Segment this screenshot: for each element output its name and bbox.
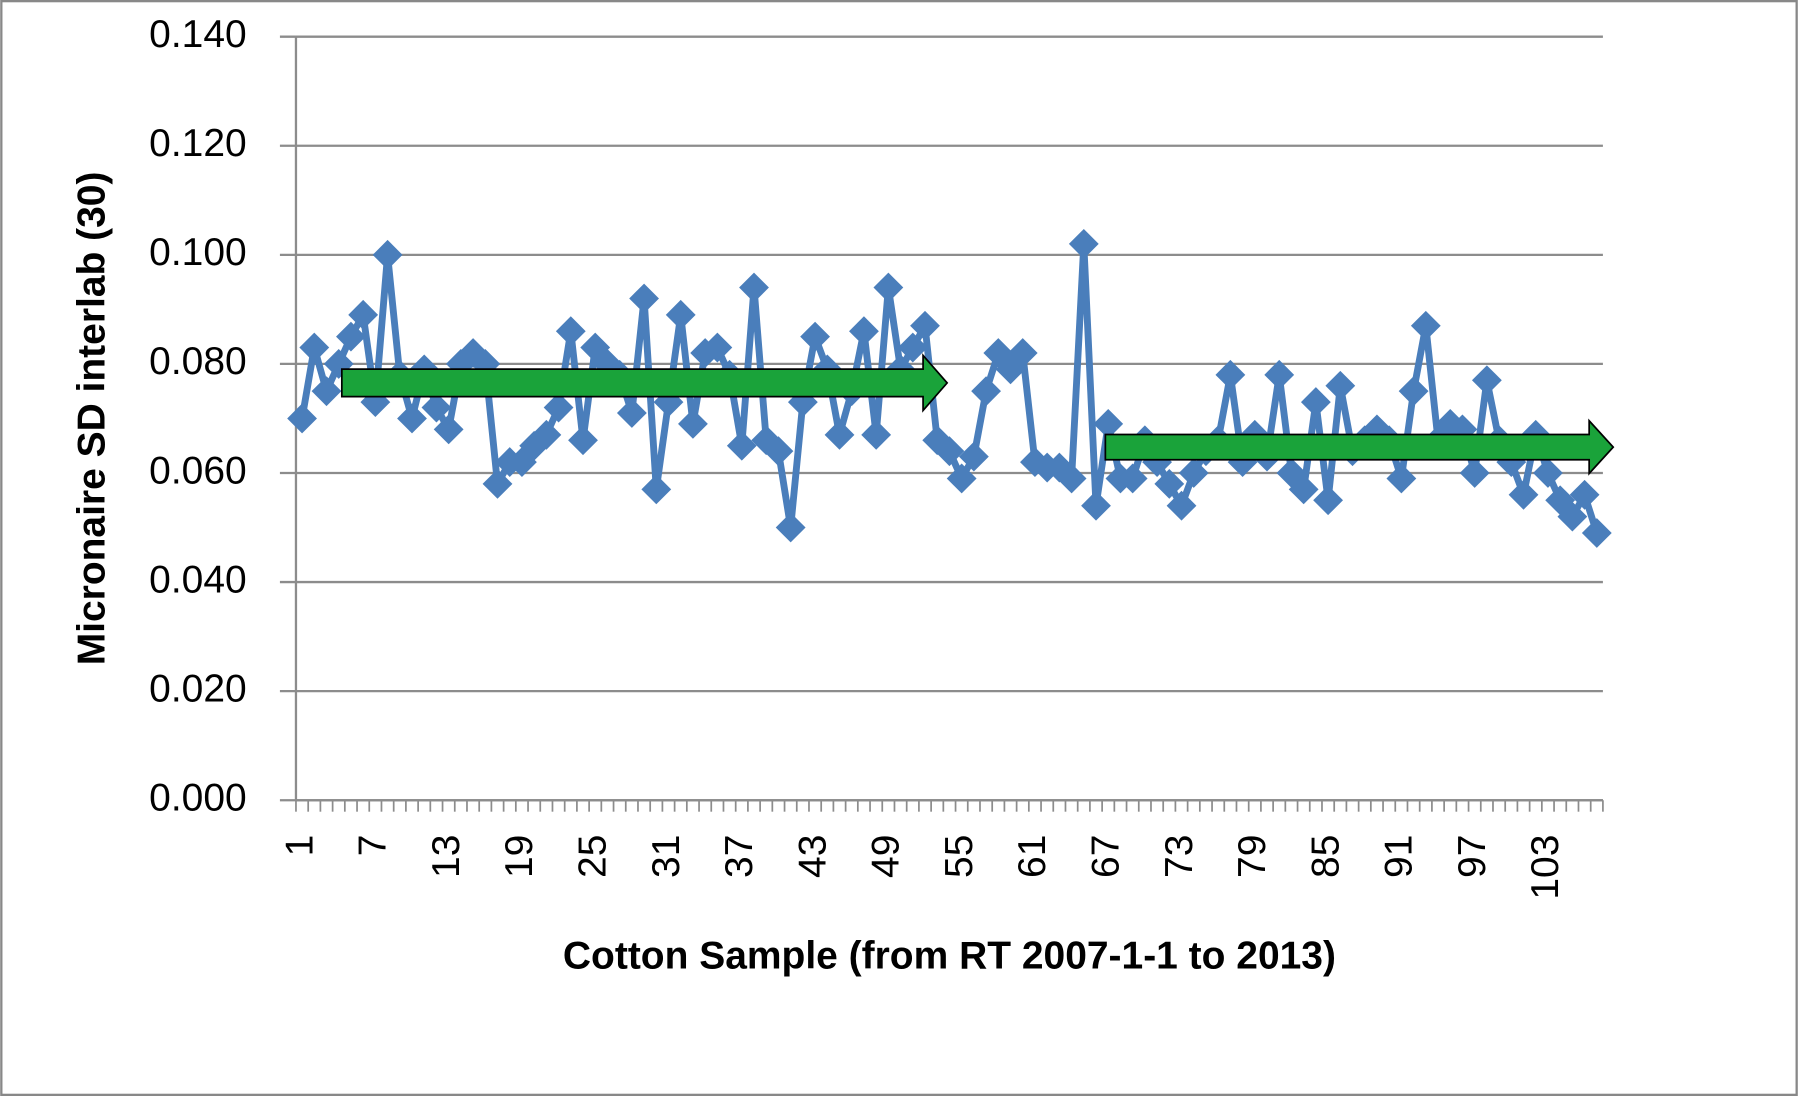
y-tick-label: 0.060 xyxy=(149,449,247,492)
data-marker xyxy=(1569,479,1600,510)
data-marker xyxy=(1056,463,1087,494)
data-marker xyxy=(1459,458,1490,488)
x-tick-label: 19 xyxy=(498,835,541,878)
data-marker xyxy=(1508,479,1539,510)
data-marker xyxy=(1166,490,1197,521)
data-marker xyxy=(1386,463,1417,494)
x-tick-label: 79 xyxy=(1231,835,1274,878)
data-marker xyxy=(800,321,830,352)
data-marker xyxy=(1007,338,1038,368)
data-marker xyxy=(641,474,672,505)
x-tick-label: 103 xyxy=(1524,835,1567,900)
data-marker xyxy=(726,430,757,461)
x-tick-label: 7 xyxy=(352,835,395,857)
data-marker xyxy=(1178,458,1209,488)
x-tick-label: 61 xyxy=(1011,835,1054,878)
data-marker xyxy=(397,403,427,434)
y-tick-label: 0.120 xyxy=(149,122,247,165)
data-marker xyxy=(824,419,855,450)
y-tick-label: 0.100 xyxy=(149,231,247,274)
data-marker xyxy=(897,332,928,363)
y-tick-label: 0.080 xyxy=(149,340,247,383)
data-marker xyxy=(1313,485,1343,516)
data-marker xyxy=(1068,229,1099,259)
x-tick-label: 25 xyxy=(572,835,615,878)
x-tick-label: 31 xyxy=(645,835,688,878)
data-marker xyxy=(1398,376,1429,407)
y-tick-label: 0.020 xyxy=(149,667,247,710)
data-marker xyxy=(946,463,977,494)
data-marker xyxy=(531,419,562,450)
data-marker xyxy=(1081,490,1111,521)
y-axis-title: Micronaire SD interlab (30) xyxy=(70,172,113,666)
data-marker xyxy=(702,332,733,363)
data-marker xyxy=(775,512,806,543)
data-marker xyxy=(629,283,659,314)
x-tick-label: 37 xyxy=(718,835,761,878)
arrow xyxy=(1104,418,1615,476)
x-tick-label: 85 xyxy=(1304,835,1347,878)
data-marker xyxy=(934,436,965,467)
x-tick-label: 1 xyxy=(278,835,321,857)
data-marker xyxy=(910,310,940,341)
arrow xyxy=(340,353,949,413)
data-marker xyxy=(1581,518,1612,548)
x-tick-label: 97 xyxy=(1451,835,1494,878)
data-marker xyxy=(482,468,513,499)
data-marker xyxy=(971,376,1001,407)
data-marker xyxy=(311,376,342,407)
x-tick-label: 49 xyxy=(865,835,908,878)
data-marker xyxy=(616,398,647,428)
data-marker xyxy=(1117,463,1148,494)
x-tick-label: 73 xyxy=(1158,835,1201,878)
x-axis-title: Cotton Sample (from RT 2007-1-1 to 2013) xyxy=(563,935,1336,978)
data-marker xyxy=(1154,468,1185,499)
plot: 0.000 0.020 0.040 0.060 0.080 0.100 0.120 0.140… xyxy=(149,13,1612,900)
data-marker xyxy=(1288,474,1319,505)
data-marker xyxy=(1325,370,1356,401)
x-tick-label: 43 xyxy=(791,835,834,878)
data-marker xyxy=(299,332,330,363)
data-marker xyxy=(849,316,879,347)
data-marker xyxy=(1410,310,1441,341)
y-tick-label: 0.140 xyxy=(149,13,247,56)
y-tick-label: 0.040 xyxy=(149,558,247,601)
data-marker xyxy=(1300,387,1331,417)
trend-arrow xyxy=(340,353,1615,476)
data-marker xyxy=(861,419,892,450)
data-marker xyxy=(1533,458,1563,488)
data-marker xyxy=(678,409,708,439)
x-tick-label: 91 xyxy=(1378,835,1421,878)
data-marker xyxy=(555,316,586,347)
data-marker xyxy=(958,441,989,472)
data-marker xyxy=(763,436,794,467)
x-tick-label: 67 xyxy=(1085,835,1128,878)
data-marker xyxy=(1093,409,1124,439)
x-tick-label: 55 xyxy=(938,835,981,878)
y-tick-label: 0.000 xyxy=(149,777,247,820)
x-tick-label: 13 xyxy=(425,835,468,878)
data-marker xyxy=(421,392,452,423)
data-marker xyxy=(1557,501,1588,532)
data-marker xyxy=(568,425,598,456)
